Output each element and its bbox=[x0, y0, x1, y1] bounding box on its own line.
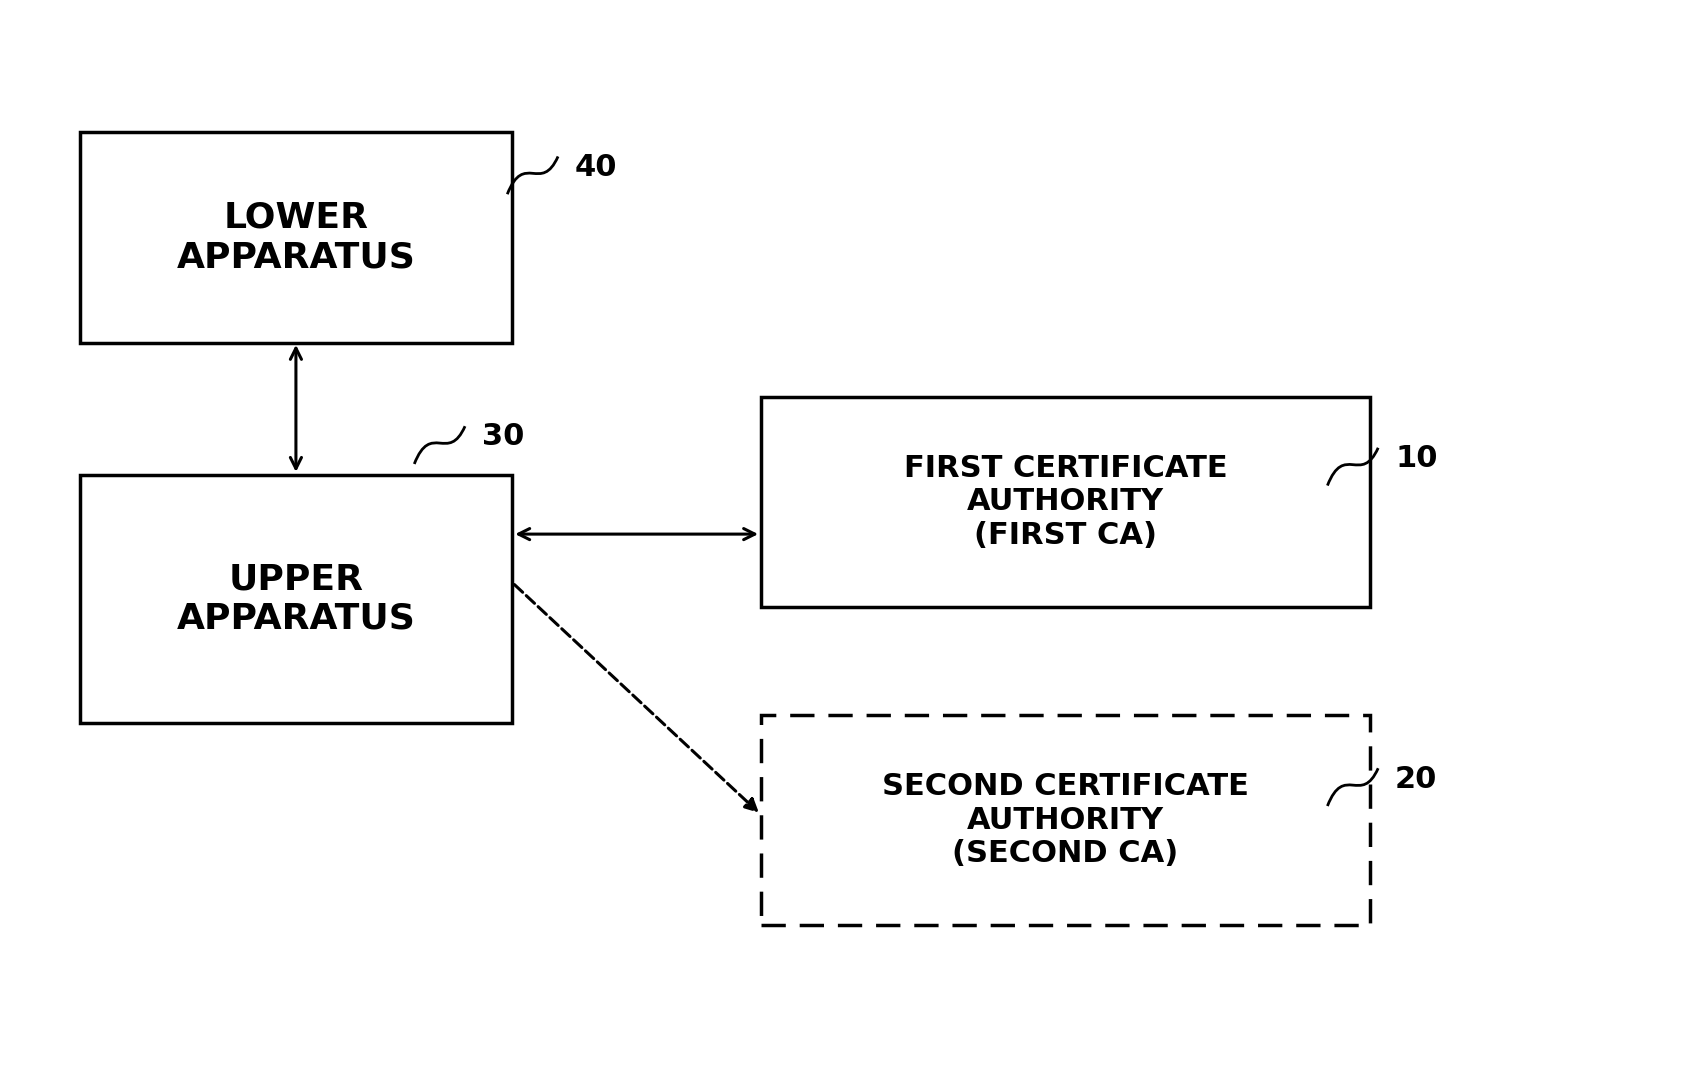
Bar bbox=[79, 132, 511, 343]
Bar bbox=[761, 396, 1370, 606]
Text: 40: 40 bbox=[575, 153, 617, 181]
Text: 20: 20 bbox=[1395, 765, 1437, 793]
Text: FIRST CERTIFICATE
AUTHORITY
(FIRST CA): FIRST CERTIFICATE AUTHORITY (FIRST CA) bbox=[903, 453, 1228, 550]
Text: 30: 30 bbox=[482, 423, 524, 451]
Text: 10: 10 bbox=[1395, 445, 1437, 473]
Text: UPPER
APPARATUS: UPPER APPARATUS bbox=[176, 562, 416, 636]
Text: LOWER
APPARATUS: LOWER APPARATUS bbox=[176, 201, 416, 274]
Text: SECOND CERTIFICATE
AUTHORITY
(SECOND CA): SECOND CERTIFICATE AUTHORITY (SECOND CA) bbox=[883, 771, 1248, 869]
Bar bbox=[761, 714, 1370, 926]
Bar bbox=[79, 475, 511, 723]
